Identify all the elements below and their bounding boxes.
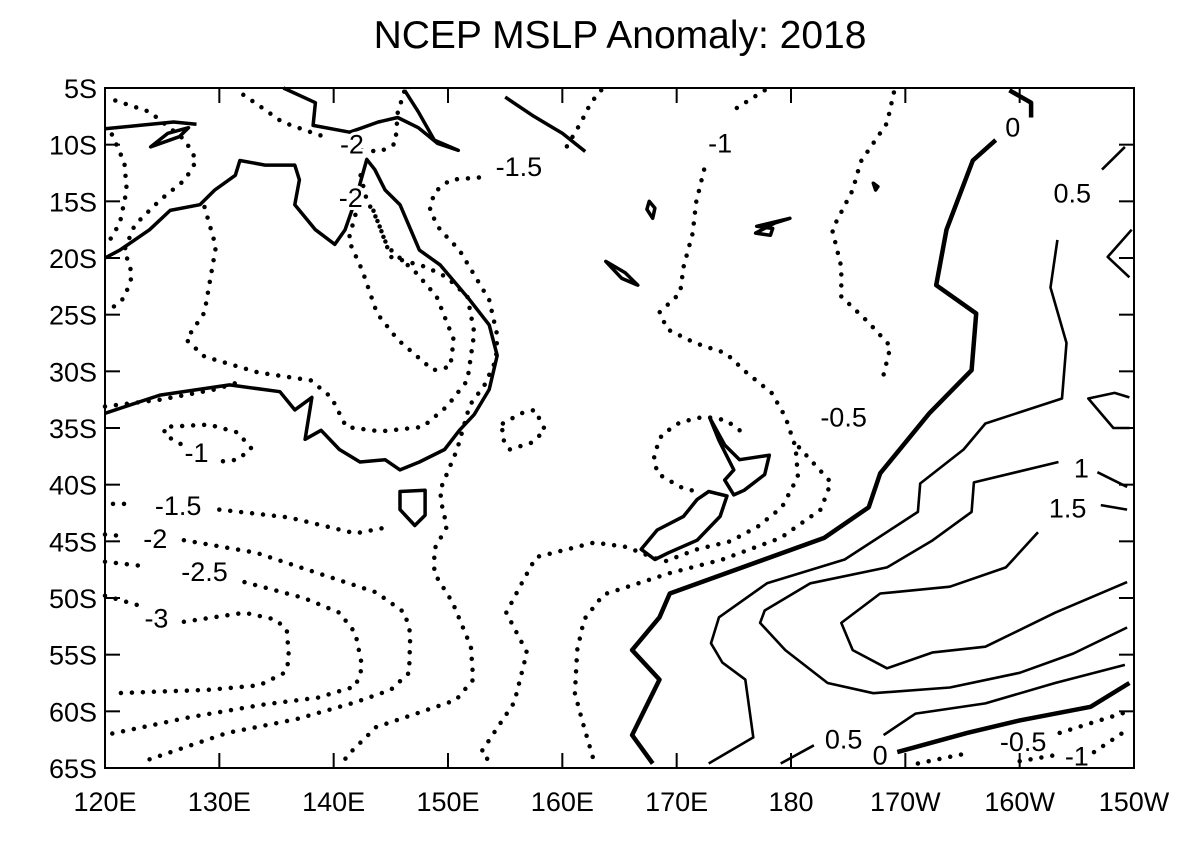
contour-label: 0 [1005, 113, 1020, 143]
contour-label: 1 [1074, 454, 1089, 484]
contour-line--1 [478, 167, 801, 765]
x-tick-label: 160W [984, 787, 1055, 817]
contour-line-0p5 [780, 744, 815, 765]
contour-label: -1 [708, 128, 732, 158]
coastline-solomon-islands [504, 95, 587, 153]
y-tick-label: 25S [49, 301, 97, 331]
contour-line--0p5 [829, 90, 897, 377]
y-tick-label: 5S [64, 74, 97, 104]
x-tick-label: 120E [73, 787, 136, 817]
x-tick-label: 170E [645, 787, 708, 817]
contour-line--1p5 [217, 507, 394, 536]
coastline-samoa [871, 181, 880, 192]
contour-label: -2 [143, 524, 167, 554]
contour-line--2 [360, 88, 407, 154]
contour-line-0 [896, 681, 1131, 755]
contour-line--1p5 [107, 98, 199, 313]
x-tick-label: 130E [188, 787, 251, 817]
y-tick-label: 65S [49, 754, 97, 784]
contour-line--2p5 [102, 559, 148, 569]
contour-line-1 [758, 460, 1128, 695]
contour-line--1 [1091, 726, 1132, 755]
contour-line--1 [651, 414, 742, 495]
contour-label: -1.5 [155, 491, 202, 521]
x-tick-label: 150E [416, 787, 479, 817]
coastline-new-guinea [282, 86, 461, 153]
contour-line--1p5 [341, 175, 500, 765]
contour-label: -0.5 [1000, 727, 1047, 757]
contour-line-1p5 [1100, 503, 1128, 511]
coastline-nz-south-island [639, 489, 729, 562]
contour-label: -1 [184, 438, 208, 468]
x-tick-label: 150W [1099, 787, 1170, 817]
contour-line-0p5 [1101, 145, 1126, 171]
contour-line--1 [105, 132, 129, 247]
contour-line-0 [1008, 88, 1034, 118]
contour-line--3 [113, 610, 292, 696]
contour-line--0p5 [915, 751, 970, 766]
x-tick-label: 160E [531, 787, 594, 817]
contour-label: -2 [339, 183, 363, 213]
coastlines [104, 86, 880, 562]
y-tick-label: 15S [49, 187, 97, 217]
contour-line--1p5 [183, 170, 477, 434]
y-tick-label: 40S [49, 471, 97, 501]
x-tick-label: 140E [302, 787, 365, 817]
contour-label: 1.5 [1049, 493, 1087, 523]
coastline-indonesia [104, 120, 197, 131]
x-tick-label: 180 [768, 787, 813, 817]
contour-line--0p5 [1057, 710, 1128, 736]
y-tick-label: 55S [49, 641, 97, 671]
contour-line--1 [733, 88, 767, 111]
contour-line-0p5 [882, 663, 1126, 737]
contour-line-0p5 [708, 239, 1068, 765]
y-tick-label: 45S [49, 527, 97, 557]
contour-line--0p5 [572, 445, 834, 765]
plot-frame [104, 87, 1135, 769]
contour-line--2 [102, 532, 121, 538]
contour-label: 0 [873, 740, 888, 770]
contour-labels: -2-2-1.5-100.5-0.511.5-1-1.5-2-2.5-30.50… [140, 110, 1094, 775]
y-tick-label: 10S [49, 131, 97, 161]
contour-label: 0.5 [825, 725, 863, 755]
contour-line-0 [629, 138, 998, 765]
contour-line--1p5 [562, 88, 604, 153]
y-tick-label: 20S [49, 244, 97, 274]
contour-line-1 [1087, 391, 1130, 430]
y-tick-label: 30S [49, 357, 97, 387]
contour-label: -2 [340, 130, 364, 160]
coastline-timor [148, 125, 191, 149]
coastline-nz-north-island [708, 416, 772, 497]
coastline-vanuatu [645, 199, 657, 221]
coastline-tasmania [398, 488, 427, 528]
coastline-new-caledonia [604, 259, 640, 287]
y-tick-label: 60S [49, 697, 97, 727]
contour-label: 0.5 [1053, 178, 1091, 208]
axes: 120E 130E 140E 150E 160E 170E 180 170W 160W 150W 5… [49, 74, 1170, 817]
coastline-australia [104, 157, 499, 472]
contour-lines [102, 88, 1133, 766]
contour-label: -0.5 [820, 403, 867, 433]
contour-line--1 [1017, 752, 1062, 764]
contour-line--1p5 [499, 407, 548, 452]
y-tick-label: 50S [49, 584, 97, 614]
contour-line--2 [145, 537, 413, 763]
x-tick-label: 170W [870, 787, 941, 817]
chart-title: NCEP MSLP Anomaly: 2018 [373, 14, 867, 57]
y-tick-label: 35S [49, 414, 97, 444]
contour-line-1 [1106, 228, 1133, 279]
contour-label: -2.5 [181, 557, 228, 587]
contour-line--2 [241, 92, 331, 141]
coastline-fiji [753, 216, 792, 238]
contour-line--2 [346, 200, 456, 373]
contour-label: -1.5 [496, 152, 543, 182]
contour-line-1p5 [839, 531, 1128, 670]
contour-label: -3 [144, 603, 168, 633]
